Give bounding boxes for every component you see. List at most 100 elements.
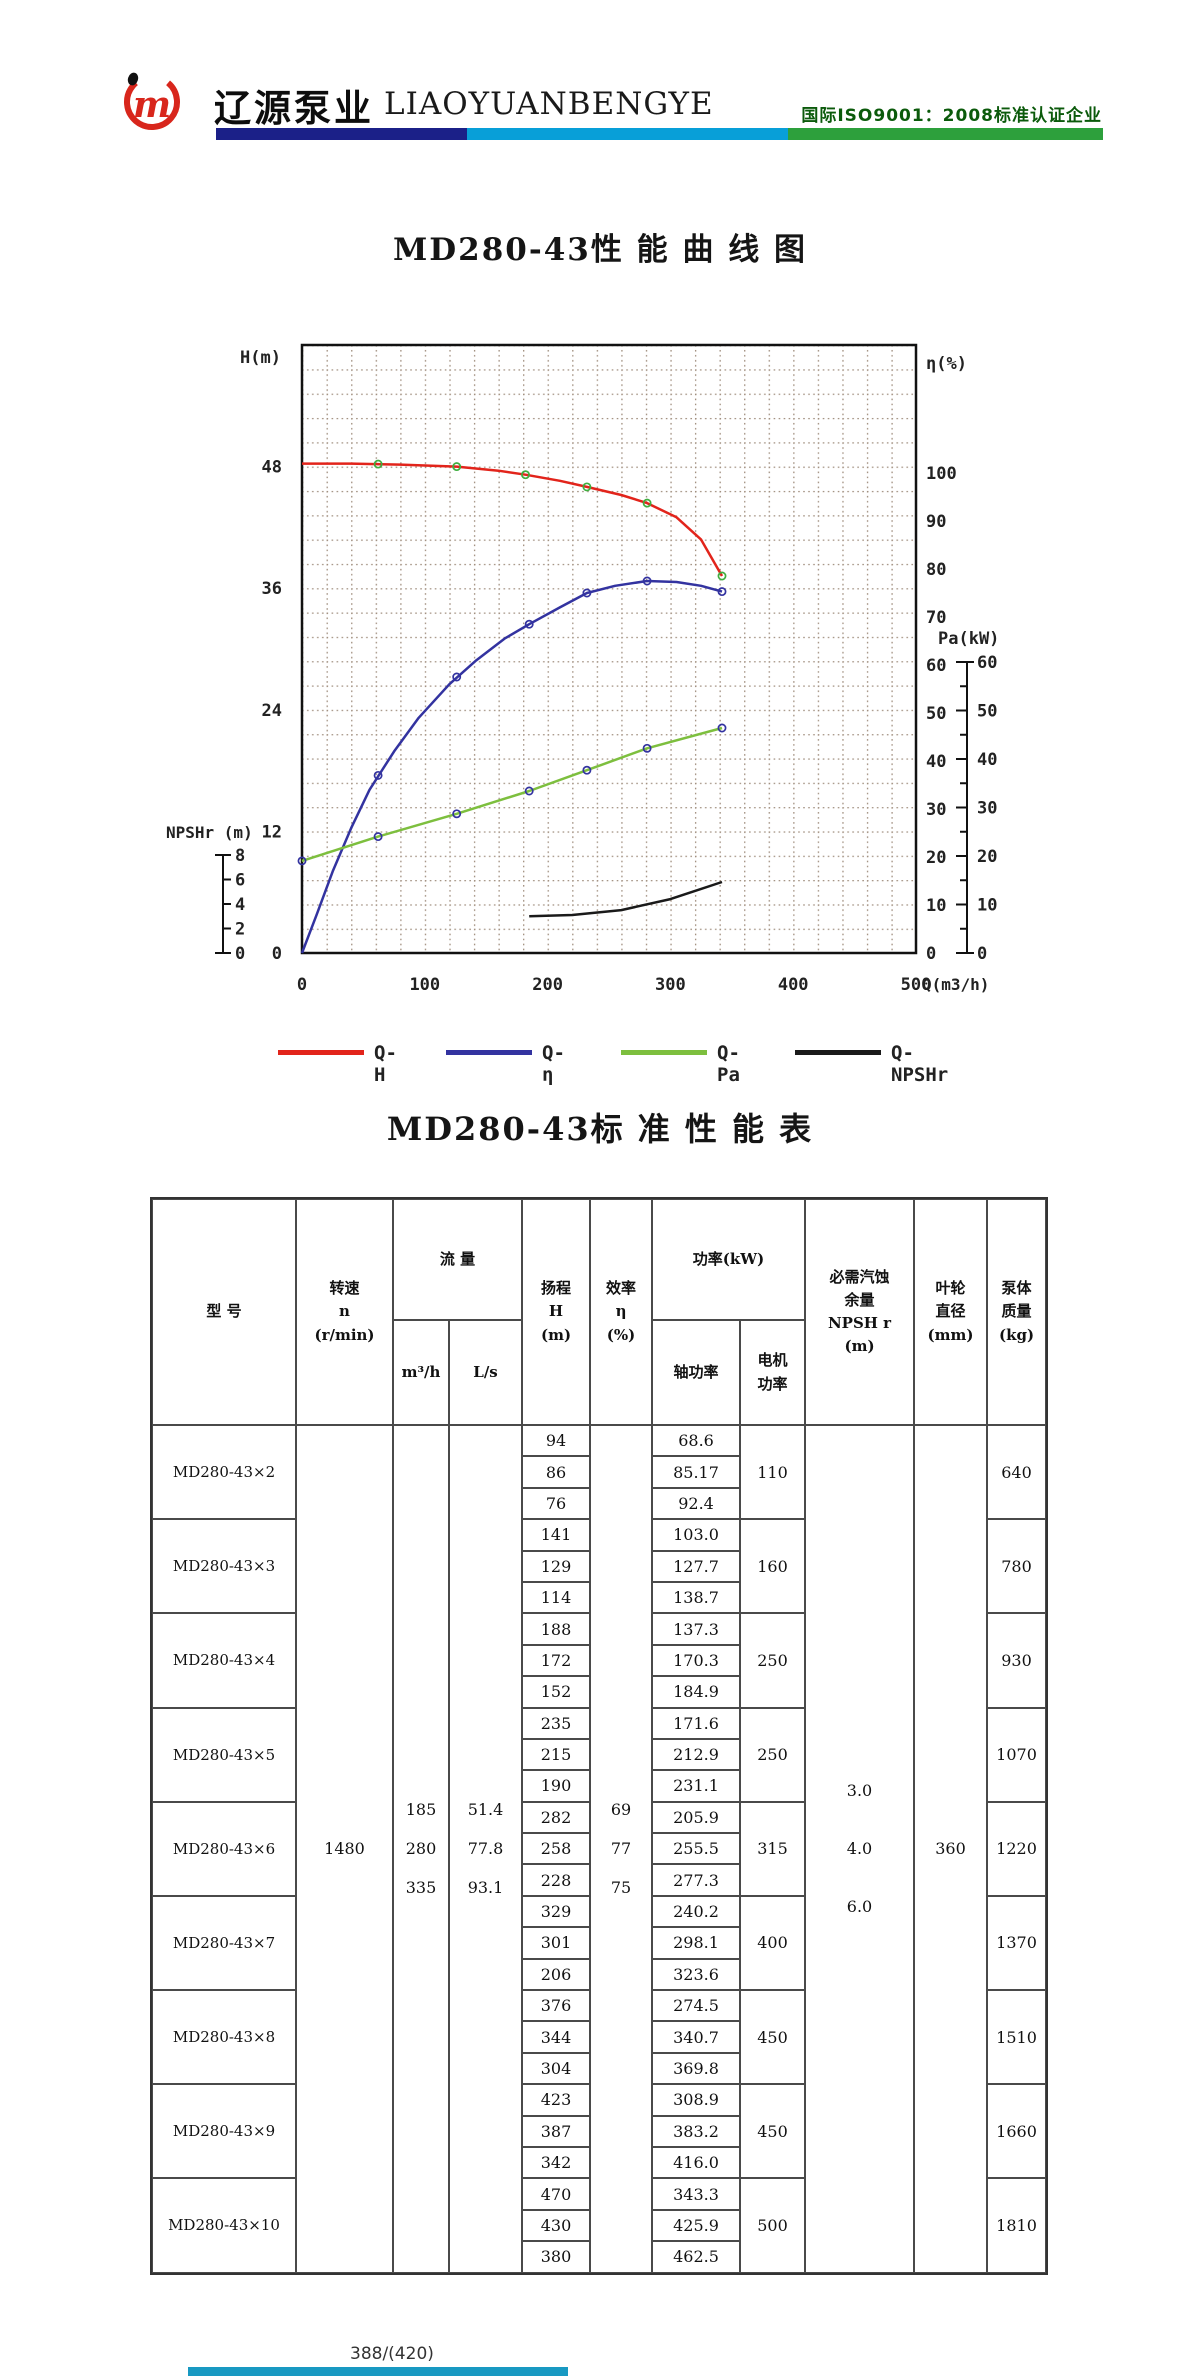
npshr-tick: 0	[235, 944, 245, 964]
table-cell: 329	[522, 1895, 591, 1928]
table-row: MD280-43×9 423 308.9 450 1660	[152, 2084, 1047, 2179]
curves	[297, 459, 727, 954]
h-tick: 36	[262, 579, 282, 599]
table-cell: 340.7	[652, 2021, 741, 2053]
table-row: 380 462.5	[152, 2241, 1046, 2273]
x-tick: 100	[409, 975, 440, 995]
table-row: 86 85.17	[152, 1456, 1046, 1488]
table-cell: 298.1	[652, 1927, 741, 1959]
header-eff: 效率 η (%)	[590, 1199, 653, 1425]
Q-η-marker	[524, 619, 534, 629]
npshr-axis-label: NPSHr (m)	[166, 823, 253, 842]
table-row: 76 92.4	[152, 1487, 1046, 1520]
table-cell: MD280-43×10	[152, 2178, 296, 2273]
header-bar-green	[788, 128, 1103, 140]
table-cell: 462.5	[652, 2241, 741, 2273]
table-cell: 212.9	[652, 1738, 741, 1771]
legend-label: Q-NPSHr	[891, 1042, 949, 1086]
legend-swatch	[621, 1050, 707, 1055]
table-row: 152 184.9	[152, 1676, 1046, 1708]
table-row: 172 170.3	[152, 1644, 1046, 1677]
table-cell: 94	[522, 1425, 591, 1457]
table-row: MD280-43×7 329 240.2 400 1370	[152, 1895, 1047, 1991]
Q-H-marker	[582, 482, 592, 492]
table-cell: 430	[522, 2209, 591, 2242]
table-cell: 274.5	[652, 1990, 741, 2022]
Q-η-marker	[582, 588, 592, 598]
header-bar-navy	[216, 128, 467, 140]
pa-tick: 50	[977, 702, 997, 722]
axis-ticks: 0 100 200 300 400 500483624120100908070605040…	[262, 458, 957, 995]
table-cell: 400	[740, 1895, 806, 1991]
table-cell: 3.0 4.0 6.0	[805, 1425, 915, 2273]
table-cell: 360	[914, 1425, 988, 2273]
Q-Pa-curve	[301, 726, 723, 863]
table-cell: 1370	[987, 1895, 1047, 1991]
header-impeller: 叶轮 直径 (mm)	[914, 1199, 988, 1425]
table-row: 258 255.5	[152, 1833, 1046, 1865]
Q-H-marker	[452, 462, 462, 472]
table-cell: MD280-43×8	[152, 1990, 296, 2085]
table-row: MD280-43×8 376 274.5 450 1510	[152, 1990, 1047, 2085]
chart-title: MD280-43性 能 曲 线 图	[392, 232, 808, 268]
eta-tick: 50	[926, 704, 946, 724]
table-cell: 172	[522, 1644, 591, 1677]
company-logo: m	[124, 72, 180, 130]
header-bar-cyan	[467, 128, 788, 140]
table-cell: 1220	[987, 1801, 1047, 1896]
logo-letter: m	[133, 84, 171, 126]
header-npsh: 必需汽蚀 余量 NPSH r (m)	[805, 1199, 915, 1425]
table-cell: 1660	[987, 2084, 1047, 2179]
table-cell: 114	[522, 1581, 591, 1614]
table-cell: 231.1	[652, 1770, 741, 1802]
table-cell: MD280-43×6	[152, 1801, 296, 1896]
table-cell: 383.2	[652, 2115, 741, 2147]
x-tick: 200	[532, 975, 563, 995]
x-tick: 0	[297, 975, 307, 995]
table-cell: 470	[522, 2178, 591, 2210]
table-cell: 171.6	[652, 1707, 741, 1739]
chart-grid	[302, 345, 916, 953]
table-row: 228 277.3	[152, 1864, 1046, 1896]
table-cell: 103.0	[652, 1519, 741, 1551]
legend-swatch	[446, 1050, 532, 1055]
eta-tick: 40	[926, 752, 946, 772]
table-cell: 69 77 75	[590, 1425, 653, 2273]
Q-H-curve	[302, 462, 724, 577]
x-tick: 300	[655, 975, 686, 995]
iso-certification-text: 国际ISO9001：2008标准认证企业	[801, 106, 1102, 126]
pa-tick: 20	[977, 847, 997, 867]
table-cell: 85.17	[652, 1456, 741, 1488]
table-body: MD280-43×2 1480 185 280 335 51.4 77.8 93.1 9…	[152, 1425, 1047, 2273]
h-tick: 12	[262, 822, 282, 842]
table-cell: 344	[522, 2021, 591, 2053]
table-cell: 387	[522, 2115, 591, 2147]
header-head: 扬程 H (m)	[522, 1199, 591, 1425]
table-row: 114 138.7	[152, 1581, 1046, 1614]
table-cell: 235	[522, 1707, 591, 1739]
table-cell: 51.4 77.8 93.1	[449, 1425, 523, 2273]
table-cell: 255.5	[652, 1833, 741, 1865]
table-cell: 780	[987, 1519, 1047, 1614]
pa-tick: 10	[977, 896, 997, 916]
h-tick: 24	[262, 701, 282, 721]
Q-H-marker	[717, 571, 727, 581]
eta-tick: 100	[926, 464, 957, 484]
h-tick: 48	[262, 458, 282, 478]
Q-Pa-marker	[524, 786, 534, 796]
performance-chart: H(m) η(%) Pa(kW) NPSHr (m) Q(m3/h) 0 100 2…	[166, 343, 999, 995]
table-cell: 184.9	[652, 1676, 741, 1708]
table-cell: 240.2	[652, 1895, 741, 1928]
table-row: 129 127.7	[152, 1550, 1046, 1582]
npshr-tick: 2	[235, 920, 245, 940]
pa-axis-label: Pa(kW)	[938, 629, 999, 649]
header-flow-ls: L/s	[449, 1320, 523, 1425]
Q-η-marker	[373, 770, 383, 780]
table-cell: 315	[740, 1801, 806, 1896]
table-row: 387 383.2	[152, 2115, 1046, 2147]
table-cell: 205.9	[652, 1801, 741, 1834]
pa-tick: 60	[977, 653, 997, 673]
table-cell: 129	[522, 1550, 591, 1582]
